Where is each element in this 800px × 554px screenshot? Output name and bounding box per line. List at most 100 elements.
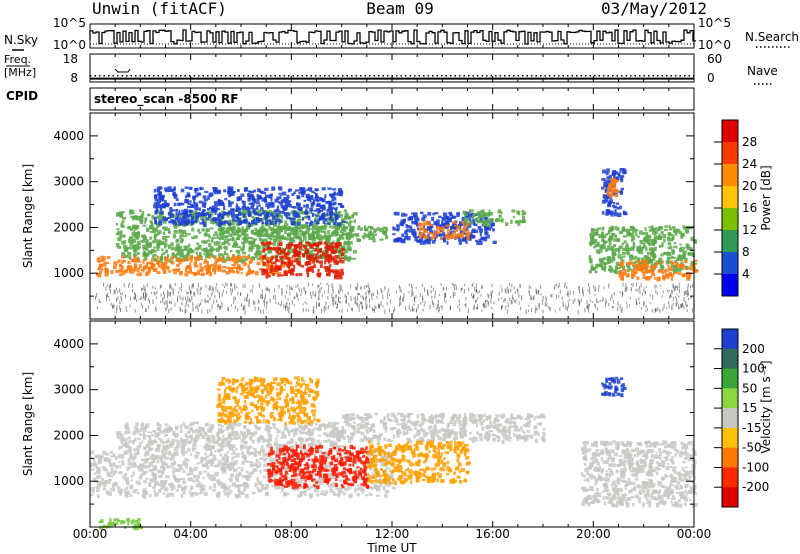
power-cell-0-877 — [121, 211, 125, 214]
power-cell-6-166 — [654, 227, 658, 231]
nsearch-label: N.Search — [745, 30, 799, 44]
power-cell-10-276 — [231, 264, 235, 267]
power-cell-6-39 — [588, 270, 593, 274]
power-cell-12-80 — [182, 309, 183, 313]
power-cell-1-143 — [236, 207, 239, 211]
velocity-cell-0-560 — [118, 461, 121, 464]
power-cbar-seg-3 — [722, 186, 738, 209]
power-cell-0-695 — [128, 256, 132, 259]
power-cell-5-64 — [495, 219, 498, 223]
power-cell-0-285 — [202, 215, 207, 219]
power-cell-1-454 — [289, 203, 292, 208]
power-cell-1-308 — [265, 194, 270, 198]
power-cell-12-126 — [501, 297, 503, 300]
power-cell-0-777 — [347, 241, 351, 247]
velocity-cell-0-571 — [100, 481, 105, 484]
power-cell-12-453 — [218, 303, 220, 307]
power-cell-12-867 — [655, 290, 657, 294]
power-cell-12-871 — [172, 289, 174, 294]
power-cell-6-151 — [672, 268, 675, 272]
power-cell-0-543 — [134, 244, 139, 249]
power-cell-0-355 — [236, 246, 241, 249]
velocity-cell-0-673 — [193, 466, 198, 471]
velocity-cell-0-279 — [373, 483, 377, 487]
power-cell-2-119 — [339, 230, 342, 234]
power-cell-0-743 — [161, 248, 164, 252]
power-cell-12-755 — [483, 302, 484, 308]
power-cell-8-66 — [601, 199, 606, 204]
velocity-cell-0-539 — [183, 485, 188, 490]
power-cell-1-511 — [182, 215, 187, 220]
power-cell-6-271 — [631, 230, 637, 233]
power-cell-0-190 — [173, 230, 178, 234]
power-cell-3-173 — [479, 217, 483, 222]
power-cell-2-116 — [287, 232, 292, 237]
power-cell-12-229 — [490, 291, 492, 297]
power-cell-0-382 — [145, 247, 149, 251]
power-cell-1-124 — [280, 204, 286, 209]
velocity-cell-0-531 — [353, 488, 357, 493]
power-cell-12-203 — [625, 283, 627, 288]
power-cell-3-201 — [482, 237, 488, 242]
power-cell-12-636 — [338, 296, 339, 301]
power-cell-0-279 — [325, 225, 328, 228]
power-cell-11-158 — [306, 254, 310, 259]
power-cell-6-295 — [618, 231, 623, 235]
power-cell-6-62 — [652, 256, 656, 261]
power-cell-7-28 — [662, 277, 666, 281]
power-cell-1-228 — [254, 211, 257, 216]
power-cell-3-65 — [413, 212, 418, 216]
power-cell-1-472 — [321, 213, 326, 218]
power-cell-1-167 — [288, 213, 291, 217]
power-cell-12-660 — [468, 287, 470, 292]
velocity-cell-0-331 — [132, 461, 137, 467]
power-cell-12-514 — [227, 306, 229, 312]
power-cell-10-163 — [208, 272, 212, 277]
power-cell-0-205 — [314, 217, 317, 221]
power-cell-12-47 — [564, 284, 565, 288]
power-cell-11-147 — [262, 269, 266, 273]
power-cell-10-45 — [146, 261, 150, 265]
power-cell-12-115 — [411, 289, 413, 294]
power-cell-12-114 — [234, 286, 236, 291]
velocity-cell-0-214 — [298, 479, 303, 484]
velocity-cell-0-423 — [91, 488, 95, 493]
power-cell-12-804 — [230, 292, 232, 296]
power-cell-3-248 — [450, 226, 455, 229]
power-cell-12-666 — [676, 301, 678, 305]
velocity-cell-0-787 — [303, 489, 307, 494]
power-cell-7-41 — [636, 260, 640, 264]
power-cell-2-158 — [349, 225, 354, 231]
power-cell-1-460 — [316, 199, 319, 202]
power-cell-2-113 — [226, 230, 230, 235]
power-cell-12-708 — [384, 309, 386, 315]
power-cell-1-490 — [269, 220, 274, 226]
velocity-cell-0-36 — [124, 493, 129, 498]
power-cell-12-511 — [223, 285, 225, 289]
velocity-cell-0-241 — [99, 455, 104, 458]
power-cell-12-854 — [170, 286, 172, 290]
power-cell-0-754 — [152, 227, 157, 232]
power-cell-5-35 — [511, 209, 516, 213]
velocity-cell-0-404 — [98, 480, 101, 483]
power-cell-2-150 — [370, 226, 374, 229]
power-cell-3-245 — [480, 236, 483, 241]
power-cell-12-231 — [678, 304, 680, 310]
power-cell-0-713 — [179, 234, 183, 239]
power-cell-1-63 — [188, 200, 192, 203]
power-cell-12-225 — [622, 282, 624, 287]
power-cell-2-171 — [288, 225, 292, 230]
power-cell-12-311 — [360, 295, 362, 298]
power-cell-0-626 — [159, 259, 163, 263]
power-cell-9-21 — [607, 191, 610, 195]
power-cell-6-311 — [648, 229, 652, 232]
power-cell-0-138 — [263, 233, 268, 237]
power-cell-8-80 — [613, 192, 618, 196]
power-cell-11-185 — [277, 247, 282, 251]
velocity-cell-0-218 — [198, 471, 202, 476]
power-cell-1-493 — [190, 220, 194, 223]
power-cell-1-533 — [256, 198, 260, 203]
power-cell-11-125 — [284, 257, 289, 260]
power-cell-1-179 — [283, 212, 287, 216]
power-cell-10-164 — [238, 257, 241, 260]
